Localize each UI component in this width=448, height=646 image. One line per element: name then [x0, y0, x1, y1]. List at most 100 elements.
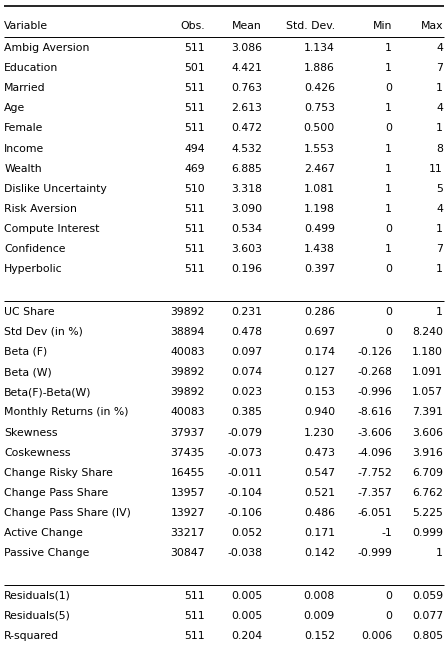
- Text: 0.547: 0.547: [304, 468, 335, 478]
- Text: 8: 8: [436, 143, 443, 154]
- Text: 1.553: 1.553: [304, 143, 335, 154]
- Text: 0: 0: [385, 83, 392, 93]
- Text: Wealth: Wealth: [4, 163, 42, 174]
- Text: Risk Aversion: Risk Aversion: [4, 204, 77, 214]
- Text: -0.038: -0.038: [227, 548, 262, 558]
- Text: 0.940: 0.940: [304, 408, 335, 417]
- Text: Mean: Mean: [232, 21, 262, 31]
- Text: 38894: 38894: [171, 327, 205, 337]
- Text: Dislike Uncertainty: Dislike Uncertainty: [4, 184, 107, 194]
- Text: 0.023: 0.023: [231, 387, 262, 397]
- Text: 0: 0: [385, 590, 392, 601]
- Text: Confidence: Confidence: [4, 244, 66, 255]
- Text: Change Pass Share: Change Pass Share: [4, 488, 108, 498]
- Text: 511: 511: [185, 224, 205, 234]
- Text: 30847: 30847: [171, 548, 205, 558]
- Text: 0.763: 0.763: [231, 83, 262, 93]
- Text: Residuals(5): Residuals(5): [4, 610, 71, 621]
- Text: -0.011: -0.011: [227, 468, 262, 478]
- Text: 39892: 39892: [171, 367, 205, 377]
- Text: -7.357: -7.357: [357, 488, 392, 498]
- Text: 0.005: 0.005: [231, 610, 262, 621]
- Text: Female: Female: [4, 123, 43, 134]
- Text: 3.086: 3.086: [231, 43, 262, 53]
- Text: 0.152: 0.152: [304, 631, 335, 641]
- Text: 469: 469: [185, 163, 205, 174]
- Text: 511: 511: [185, 103, 205, 113]
- Text: 0.385: 0.385: [231, 408, 262, 417]
- Text: 4: 4: [436, 103, 443, 113]
- Text: 0.074: 0.074: [231, 367, 262, 377]
- Text: Variable: Variable: [4, 21, 48, 31]
- Text: 0.500: 0.500: [304, 123, 335, 134]
- Text: Beta (F): Beta (F): [4, 347, 47, 357]
- Text: -6.051: -6.051: [357, 508, 392, 518]
- Text: 1: 1: [385, 184, 392, 194]
- Text: 40083: 40083: [170, 408, 205, 417]
- Text: Beta(F)-Beta(W): Beta(F)-Beta(W): [4, 387, 92, 397]
- Text: 0: 0: [385, 610, 392, 621]
- Text: 0.097: 0.097: [231, 347, 262, 357]
- Text: 6.762: 6.762: [412, 488, 443, 498]
- Text: 1: 1: [385, 43, 392, 53]
- Text: 0.231: 0.231: [231, 307, 262, 317]
- Text: 0.473: 0.473: [304, 448, 335, 457]
- Text: 1: 1: [436, 264, 443, 275]
- Text: Max: Max: [421, 21, 443, 31]
- Text: 0.127: 0.127: [304, 367, 335, 377]
- Text: 0.196: 0.196: [231, 264, 262, 275]
- Text: Change Risky Share: Change Risky Share: [4, 468, 113, 478]
- Text: 7.391: 7.391: [412, 408, 443, 417]
- Text: Monthly Returns (in %): Monthly Returns (in %): [4, 408, 129, 417]
- Text: 40083: 40083: [170, 347, 205, 357]
- Text: 3.916: 3.916: [412, 448, 443, 457]
- Text: 0.204: 0.204: [231, 631, 262, 641]
- Text: 13957: 13957: [171, 488, 205, 498]
- Text: -7.752: -7.752: [357, 468, 392, 478]
- Text: 1.438: 1.438: [304, 244, 335, 255]
- Text: Hyperbolic: Hyperbolic: [4, 264, 63, 275]
- Text: 0.472: 0.472: [231, 123, 262, 134]
- Text: 0.005: 0.005: [231, 590, 262, 601]
- Text: 1: 1: [436, 83, 443, 93]
- Text: Income: Income: [4, 143, 44, 154]
- Text: 0: 0: [385, 224, 392, 234]
- Text: 1: 1: [385, 204, 392, 214]
- Text: 2.613: 2.613: [231, 103, 262, 113]
- Text: R-squared: R-squared: [4, 631, 59, 641]
- Text: -0.999: -0.999: [357, 548, 392, 558]
- Text: 1.886: 1.886: [304, 63, 335, 73]
- Text: 511: 511: [185, 204, 205, 214]
- Text: Skewness: Skewness: [4, 428, 58, 437]
- Text: 0.697: 0.697: [304, 327, 335, 337]
- Text: 4.421: 4.421: [231, 63, 262, 73]
- Text: 6.885: 6.885: [231, 163, 262, 174]
- Text: 511: 511: [185, 631, 205, 641]
- Text: 1: 1: [436, 307, 443, 317]
- Text: 6.709: 6.709: [412, 468, 443, 478]
- Text: 0.999: 0.999: [412, 528, 443, 538]
- Text: 7: 7: [436, 63, 443, 73]
- Text: Passive Change: Passive Change: [4, 548, 90, 558]
- Text: Age: Age: [4, 103, 26, 113]
- Text: 510: 510: [184, 184, 205, 194]
- Text: Beta (W): Beta (W): [4, 367, 52, 377]
- Text: 1: 1: [385, 103, 392, 113]
- Text: 0.009: 0.009: [304, 610, 335, 621]
- Text: Obs.: Obs.: [181, 21, 205, 31]
- Text: 11: 11: [429, 163, 443, 174]
- Text: -4.096: -4.096: [357, 448, 392, 457]
- Text: 39892: 39892: [171, 387, 205, 397]
- Text: 1.081: 1.081: [304, 184, 335, 194]
- Text: 494: 494: [185, 143, 205, 154]
- Text: 0.397: 0.397: [304, 264, 335, 275]
- Text: 5: 5: [436, 184, 443, 194]
- Text: 0.006: 0.006: [361, 631, 392, 641]
- Text: -1: -1: [381, 528, 392, 538]
- Text: Compute Interest: Compute Interest: [4, 224, 99, 234]
- Text: 0.171: 0.171: [304, 528, 335, 538]
- Text: 0.499: 0.499: [304, 224, 335, 234]
- Text: 1: 1: [436, 224, 443, 234]
- Text: 1: 1: [385, 163, 392, 174]
- Text: Change Pass Share (IV): Change Pass Share (IV): [4, 508, 131, 518]
